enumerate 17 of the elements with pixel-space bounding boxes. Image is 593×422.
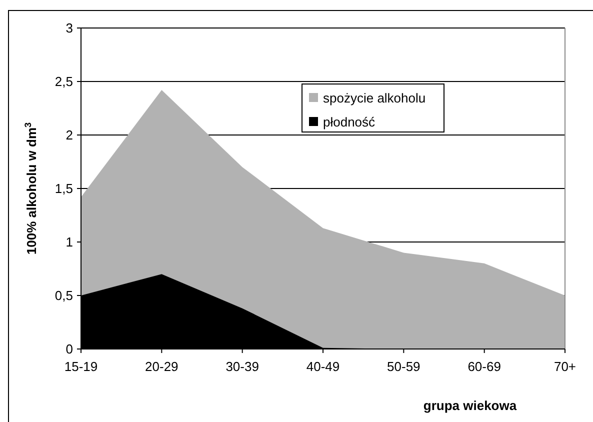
x-tick-label: 60-69 [468, 359, 501, 374]
y-tick-label: 2 [66, 128, 73, 143]
x-tick-label: 15-19 [64, 359, 98, 374]
y-tick-label: 0,5 [54, 288, 73, 304]
y-tick-label: 0 [66, 342, 73, 357]
x-tick-label: 50-59 [387, 359, 420, 374]
y-tick-label: 3 [66, 20, 73, 36]
y-tick-label: 1 [66, 234, 73, 250]
legend-label: płodność [323, 114, 376, 130]
y-tick-label: 2,5 [54, 74, 73, 90]
x-tick-label: 20-29 [145, 359, 178, 374]
x-tick-label: 40-49 [306, 359, 340, 374]
x-tick-label: 70+ [554, 359, 576, 374]
legend-label: spożycie alkoholu [323, 90, 426, 106]
x-tick-label: 30-39 [226, 359, 259, 374]
x-axis-title: grupa wiekowa [423, 398, 518, 413]
y-tick-label: 1,5 [54, 181, 73, 196]
